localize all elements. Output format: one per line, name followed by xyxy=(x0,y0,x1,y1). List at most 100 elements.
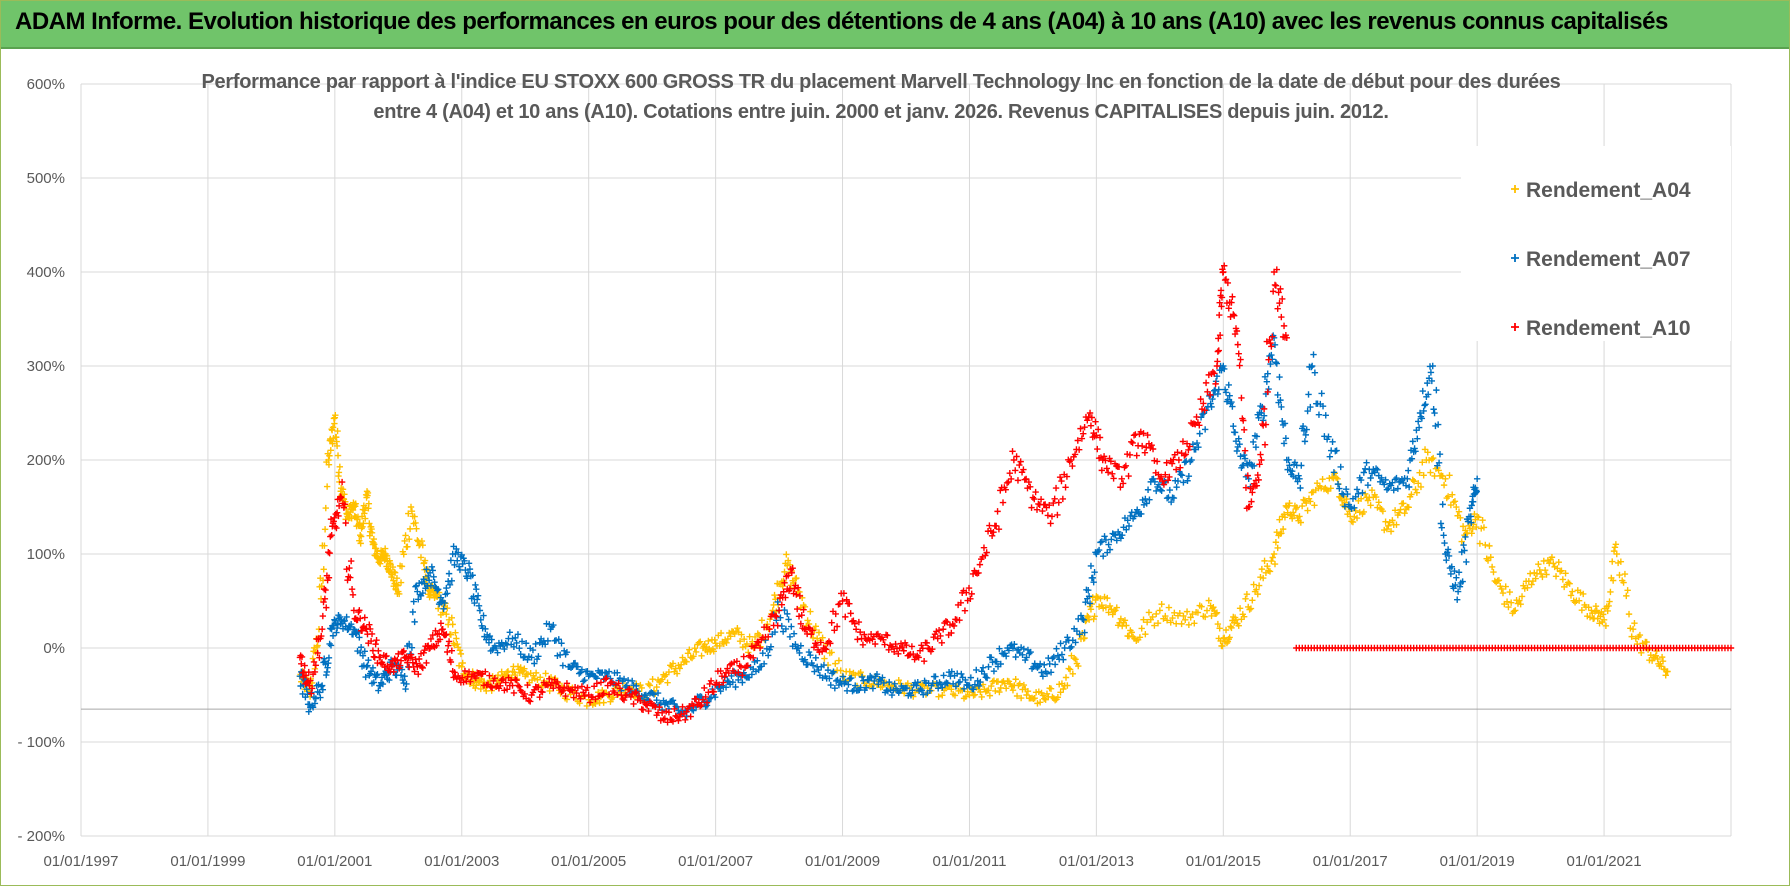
series-point xyxy=(374,670,381,678)
series-point xyxy=(1343,495,1350,503)
series-point xyxy=(1605,602,1612,610)
series-point xyxy=(1415,418,1422,425)
series-point xyxy=(942,618,950,625)
series-point xyxy=(458,663,465,670)
series-point xyxy=(1208,612,1215,620)
series-point xyxy=(1066,666,1074,673)
series-point xyxy=(968,590,975,598)
series-point xyxy=(1302,431,1310,439)
series-point xyxy=(1227,623,1234,630)
series-point xyxy=(884,632,891,639)
series-point xyxy=(970,692,977,699)
series-point xyxy=(1636,631,1644,639)
series-point xyxy=(1189,610,1196,618)
series-point xyxy=(1123,526,1130,533)
series-point xyxy=(758,617,766,624)
series-point xyxy=(682,716,689,724)
series-point xyxy=(859,641,867,648)
series-point xyxy=(346,564,353,572)
series-point xyxy=(1023,691,1030,699)
series-point xyxy=(971,681,979,688)
series-point xyxy=(1115,463,1123,471)
series-point xyxy=(1056,474,1064,481)
series-point xyxy=(309,704,317,711)
series-point xyxy=(555,636,562,643)
series-point xyxy=(1253,482,1261,489)
series-point xyxy=(852,682,859,689)
series-point xyxy=(1290,512,1298,519)
series-point xyxy=(1081,424,1088,431)
series-point xyxy=(461,667,469,675)
series-point xyxy=(1606,598,1613,605)
series-point xyxy=(1058,477,1065,485)
series-point xyxy=(1153,458,1161,465)
series-point xyxy=(650,691,658,698)
series-point xyxy=(754,638,761,645)
series-point xyxy=(796,649,803,657)
series-point xyxy=(729,678,737,686)
series-point xyxy=(1184,477,1191,484)
series-point xyxy=(1281,420,1289,427)
series-point xyxy=(627,693,635,701)
series-point xyxy=(439,609,446,616)
series-point xyxy=(783,551,790,558)
series-point xyxy=(819,634,826,641)
series-point xyxy=(1246,503,1253,510)
series-point xyxy=(1461,547,1468,554)
series-point xyxy=(858,673,866,681)
series-point xyxy=(656,703,663,711)
series-point xyxy=(1484,557,1492,564)
series-point xyxy=(623,691,630,699)
y-tick-label: - 100% xyxy=(17,734,65,751)
series-point xyxy=(1427,369,1435,376)
series-point xyxy=(784,572,792,579)
series-point xyxy=(996,645,1003,652)
series-point xyxy=(1643,638,1650,646)
series-point xyxy=(328,427,336,434)
series-point xyxy=(821,645,829,652)
series-point xyxy=(1341,503,1348,510)
series-point xyxy=(873,670,881,678)
series-point xyxy=(1122,462,1130,469)
series-point xyxy=(1173,483,1180,491)
series-point xyxy=(1138,510,1145,518)
series-point xyxy=(1168,460,1176,467)
series-point xyxy=(1230,312,1238,319)
y-tick-label: 200% xyxy=(27,452,65,469)
series-point xyxy=(1209,395,1216,403)
series-point xyxy=(405,510,412,517)
series-point xyxy=(376,560,384,567)
chart-title: Performance par rapport à l'indice EU ST… xyxy=(171,67,1591,127)
series-point xyxy=(1172,620,1180,627)
series-point xyxy=(1360,508,1368,516)
series-point xyxy=(1592,602,1600,610)
series-point xyxy=(1250,581,1257,588)
series-point xyxy=(519,668,526,676)
series-point xyxy=(371,541,378,548)
series-point xyxy=(535,684,542,691)
x-tick-label: 01/01/2013 xyxy=(1059,853,1134,870)
series-point xyxy=(1450,498,1457,506)
series-point xyxy=(571,659,579,667)
series-point xyxy=(1353,514,1361,522)
series-point xyxy=(1128,438,1135,445)
series-point xyxy=(1490,568,1497,576)
series-point xyxy=(958,670,965,678)
series-point xyxy=(781,606,788,614)
series-point xyxy=(347,620,355,628)
series-point xyxy=(350,607,358,614)
series-point xyxy=(1082,599,1089,606)
series-point xyxy=(815,629,823,636)
series-point xyxy=(1085,586,1092,594)
x-tick-label: 01/01/2009 xyxy=(805,853,880,870)
series-point xyxy=(727,633,734,640)
series-point xyxy=(1205,597,1212,604)
series-point xyxy=(966,682,973,689)
series-point xyxy=(1567,592,1575,599)
series-point xyxy=(1271,341,1279,349)
series-point xyxy=(649,675,656,683)
series-point xyxy=(726,661,734,669)
series-point xyxy=(1009,448,1016,455)
series-point xyxy=(348,585,356,593)
series-point xyxy=(1055,499,1062,506)
